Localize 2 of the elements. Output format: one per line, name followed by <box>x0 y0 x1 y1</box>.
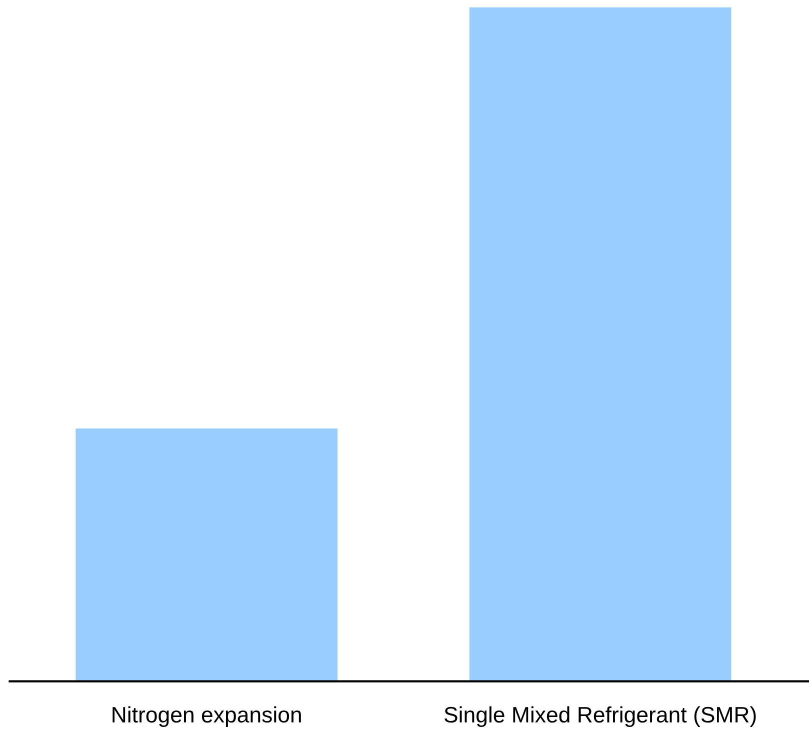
x-tick-label: Nitrogen expansion <box>112 706 301 728</box>
x-tick-label: Single Mixed Refrigerant (SMR) <box>444 706 756 728</box>
